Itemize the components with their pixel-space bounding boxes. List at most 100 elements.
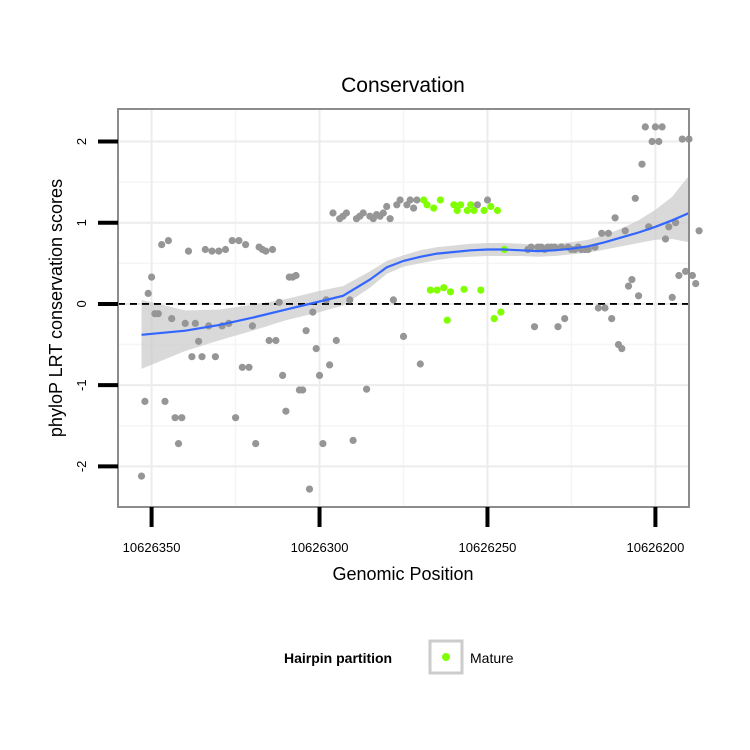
conservation-point xyxy=(198,353,206,361)
conservation-point xyxy=(161,397,169,405)
conservation-point xyxy=(618,345,626,353)
mature-point xyxy=(440,284,448,292)
confidence-ribbon xyxy=(141,175,689,369)
mature-point xyxy=(490,315,498,323)
conservation-point xyxy=(195,337,203,345)
conservation-point xyxy=(675,271,683,280)
conservation-point xyxy=(211,353,219,361)
chart-title: Conservation xyxy=(341,74,465,97)
conservation-point xyxy=(406,196,414,204)
conservation-point xyxy=(359,209,367,217)
legend-label-mature: Mature xyxy=(470,650,514,666)
conservation-point xyxy=(275,298,283,306)
mature-point xyxy=(450,201,458,209)
conservation-point xyxy=(158,241,166,249)
conservation-point xyxy=(621,227,629,235)
conservation-point xyxy=(678,135,686,143)
conservation-point xyxy=(299,386,307,394)
conservation-point xyxy=(326,361,334,369)
mature-point xyxy=(460,285,468,293)
conservation-point xyxy=(329,209,337,217)
conservation-point xyxy=(268,245,277,254)
conservation-point xyxy=(144,289,152,297)
conservation-point xyxy=(551,243,559,251)
mature-point xyxy=(487,202,495,211)
smooth-fit-line xyxy=(141,211,690,336)
mature-point xyxy=(430,204,438,212)
mature-point xyxy=(436,196,444,204)
conservation-point xyxy=(242,241,250,249)
y-tick-label: 2 xyxy=(74,138,89,145)
y-tick-label: 1 xyxy=(74,219,89,226)
plot-border xyxy=(117,108,690,508)
conservation-point xyxy=(413,196,421,204)
conservation-point xyxy=(342,209,350,217)
y-tick-label: -1 xyxy=(74,379,89,391)
conservation-point xyxy=(282,407,290,415)
x-axis: 10626350 10626300 10626250 10626200 xyxy=(123,507,684,555)
conservation-point xyxy=(137,472,146,480)
conservation-point xyxy=(168,315,176,323)
conservation-point xyxy=(416,360,424,368)
conservation-point xyxy=(658,123,666,131)
mature-point xyxy=(463,206,471,215)
conservation-point xyxy=(141,397,149,405)
conservation-point xyxy=(527,243,535,251)
conservation-point xyxy=(279,371,287,379)
conservation-point xyxy=(191,319,199,327)
confidence-ribbon-layer xyxy=(141,175,689,369)
conservation-point xyxy=(265,336,273,345)
x-tick-label: 10626350 xyxy=(123,540,181,555)
conservation-point xyxy=(228,237,236,245)
mature-point xyxy=(467,201,475,209)
conservation-point xyxy=(604,229,613,237)
conservation-point xyxy=(688,271,697,280)
conservation-point xyxy=(396,196,404,204)
x-tick-label: 10626300 xyxy=(291,540,349,555)
mature-point xyxy=(493,206,502,215)
conservation-point xyxy=(383,202,391,211)
conservation-point xyxy=(201,245,209,254)
conservation-point xyxy=(215,247,223,255)
conservation-point xyxy=(181,319,189,327)
conservation-point xyxy=(554,323,562,331)
conservation-point xyxy=(386,215,394,223)
conservation-point xyxy=(410,204,418,212)
y-axis: -2 -1 0 1 2 xyxy=(74,138,118,472)
mature-point xyxy=(443,316,451,324)
mature-point xyxy=(477,286,485,294)
conservation-point xyxy=(561,315,569,323)
conservation-point xyxy=(272,336,280,345)
conservation-point xyxy=(302,327,310,335)
conservation-point xyxy=(315,371,324,379)
legend: Hairpin partition Mature xyxy=(284,639,514,675)
conservation-point xyxy=(648,137,656,146)
conservation-point xyxy=(232,414,240,422)
conservation-point xyxy=(208,247,216,255)
conservation-point xyxy=(245,363,253,371)
mature-point xyxy=(423,201,431,209)
conservation-point xyxy=(171,414,179,422)
conservation-point xyxy=(379,209,387,217)
legend-key-mature-dot xyxy=(442,653,450,661)
conservation-point xyxy=(188,353,196,361)
conservation-point xyxy=(262,247,270,255)
conservation-point xyxy=(252,440,260,448)
conservation-point xyxy=(221,245,230,254)
conservation-point xyxy=(235,237,243,245)
conservation-point xyxy=(635,292,643,300)
y-axis-title: phyloP LRT conservation scores xyxy=(46,179,66,437)
conservation-point xyxy=(164,237,172,245)
conservation-point xyxy=(638,160,646,168)
conservation-point xyxy=(651,123,660,131)
conservation-point xyxy=(641,123,649,131)
conservation-point xyxy=(184,247,193,255)
conservation-point xyxy=(628,276,636,284)
conservation-point xyxy=(305,485,314,493)
mature-point xyxy=(433,286,441,294)
conservation-point xyxy=(584,245,592,254)
conservation-point xyxy=(682,267,690,275)
smooth-line-layer xyxy=(141,211,690,336)
points-layer xyxy=(137,123,703,493)
